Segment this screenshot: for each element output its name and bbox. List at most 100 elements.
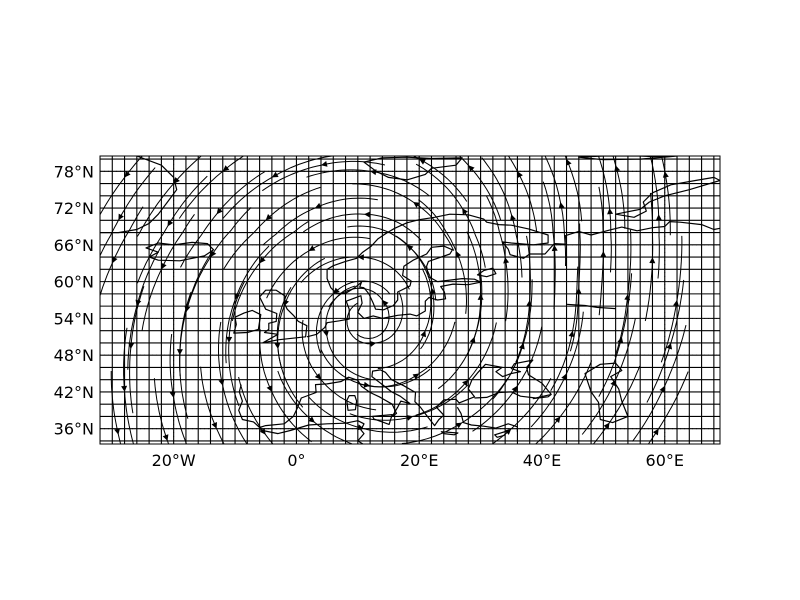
streamline-arrowhead — [603, 422, 610, 430]
streamline-arrowhead — [234, 293, 240, 300]
streamline-arrowhead — [112, 256, 118, 264]
coastline-black-sea-south — [532, 393, 552, 400]
streamline-arrowhead — [504, 428, 512, 435]
streamline-arrowhead — [406, 244, 414, 252]
streamline-arrowhead — [510, 214, 516, 221]
streamline — [647, 371, 689, 444]
coastline-africa-north — [259, 420, 365, 444]
streamline-arrowhead — [462, 379, 469, 387]
coastline-iceland — [145, 241, 215, 262]
streamline-arrowhead — [382, 300, 389, 307]
longitude-tick-label: 0° — [287, 451, 305, 470]
coastlines — [100, 156, 720, 444]
coastline-caspian — [584, 362, 629, 424]
streamline-arrowhead — [420, 330, 426, 338]
streamline-arrowhead — [600, 251, 607, 257]
streamline-arrowhead — [477, 293, 484, 300]
streamline-arrowhead — [363, 381, 371, 388]
streamline — [238, 376, 274, 444]
streamline-arrowhead — [162, 434, 169, 441]
latitude-tick-label: 48°N — [54, 346, 94, 365]
latitude-tick-label: 42°N — [54, 383, 94, 402]
streamline-arrowhead — [406, 415, 414, 421]
latitude-tick-label: 60°N — [54, 273, 94, 292]
latitude-tick-label: 78°N — [54, 162, 94, 181]
streamline-arrowhead — [419, 159, 426, 165]
coastline-franz-josef — [578, 156, 678, 161]
coastline-europe — [238, 359, 552, 429]
streamline-arrowhead — [161, 262, 167, 270]
longitude-tick-label: 60°E — [646, 451, 684, 470]
streamline-arrowhead — [124, 170, 131, 178]
coastline-north-sea-baltic — [306, 245, 482, 338]
streamline-arrowhead — [357, 254, 364, 261]
streamline-arrowhead — [314, 373, 321, 380]
streamline-arrowhead — [210, 250, 217, 258]
streamline-arrowhead — [614, 165, 621, 172]
streamline-arrowhead — [218, 379, 225, 386]
streamline-arrowhead — [226, 336, 233, 343]
streamline-arrowhead — [173, 177, 180, 184]
streamline-arrowhead — [575, 287, 582, 294]
coastline-sicily — [372, 414, 393, 425]
coastline-ireland — [233, 309, 262, 334]
longitude-tick-label: 20°E — [400, 451, 438, 470]
streamline-arrowhead — [314, 202, 322, 209]
streamline-arrowhead — [551, 244, 558, 252]
streamline-arrowhead — [511, 385, 518, 393]
streamline-arrowhead — [259, 256, 266, 264]
streamline-arrowhead — [526, 300, 533, 307]
streamline-arrowhead — [673, 300, 679, 307]
streamline-arrowhead — [211, 422, 217, 429]
streamline-arrowhead — [308, 416, 315, 423]
streamline-arrowhead — [265, 214, 273, 221]
streamline-arrowhead — [655, 214, 662, 221]
streamline-arrowhead — [652, 428, 659, 436]
streamline-arrowhead — [321, 161, 328, 167]
streamline-arrowhead — [118, 213, 124, 221]
coastline-greenland-east — [100, 156, 178, 234]
streamline-arrowhead — [607, 208, 614, 215]
streamline-arrowhead — [659, 385, 665, 393]
streamline — [592, 365, 641, 444]
streamline-arrowhead — [271, 171, 279, 178]
streamline-arrowhead — [259, 428, 266, 435]
plot-area — [100, 156, 720, 444]
streamline — [661, 156, 671, 236]
streamline-arrowhead — [308, 245, 316, 251]
coastline-novaya-zemlya — [615, 176, 720, 218]
streamline — [200, 366, 225, 444]
coastline-norway — [326, 213, 720, 294]
streamline — [458, 156, 502, 221]
streamline — [100, 156, 143, 216]
streamline-arrowhead — [169, 391, 176, 398]
latitude-tick-label: 66°N — [54, 236, 94, 255]
streamline-arrowhead — [323, 330, 329, 337]
streamline-arrowhead — [333, 287, 340, 294]
streamline-arrowhead — [167, 219, 174, 227]
streamline-arrowhead — [266, 385, 273, 392]
streamlines — [100, 156, 689, 444]
streamline — [178, 156, 245, 219]
streamline — [136, 156, 203, 237]
streamline-arrowhead — [568, 330, 575, 338]
coastline-svalbard — [363, 156, 463, 181]
streamline-arrowhead — [114, 428, 120, 435]
streamline — [412, 156, 468, 202]
streamline-arrowhead — [561, 373, 567, 381]
streamline — [507, 156, 538, 233]
streamline-arrowhead — [610, 379, 616, 387]
map-frame — [99, 155, 721, 445]
latitude-tick-label: 54°N — [54, 309, 94, 328]
streamline-arrowhead — [413, 202, 420, 208]
streamline-arrowhead — [649, 257, 656, 264]
streamline-arrowhead — [412, 373, 420, 380]
latitude-tick-label: 36°N — [54, 420, 94, 439]
streamline — [612, 156, 626, 229]
streamline-arrowhead — [517, 171, 523, 178]
streamline-arrowhead — [283, 299, 289, 307]
streamline-arrowhead — [662, 171, 669, 178]
streamline-arrowhead — [468, 165, 475, 172]
